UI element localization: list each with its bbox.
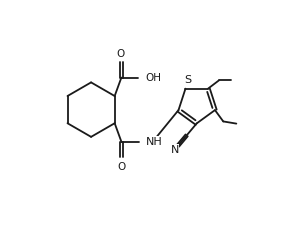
Text: O: O — [117, 161, 126, 172]
Text: OH: OH — [145, 73, 161, 83]
Text: N: N — [171, 145, 179, 155]
Text: NH: NH — [146, 136, 163, 146]
Text: O: O — [116, 49, 124, 59]
Text: S: S — [185, 75, 192, 85]
